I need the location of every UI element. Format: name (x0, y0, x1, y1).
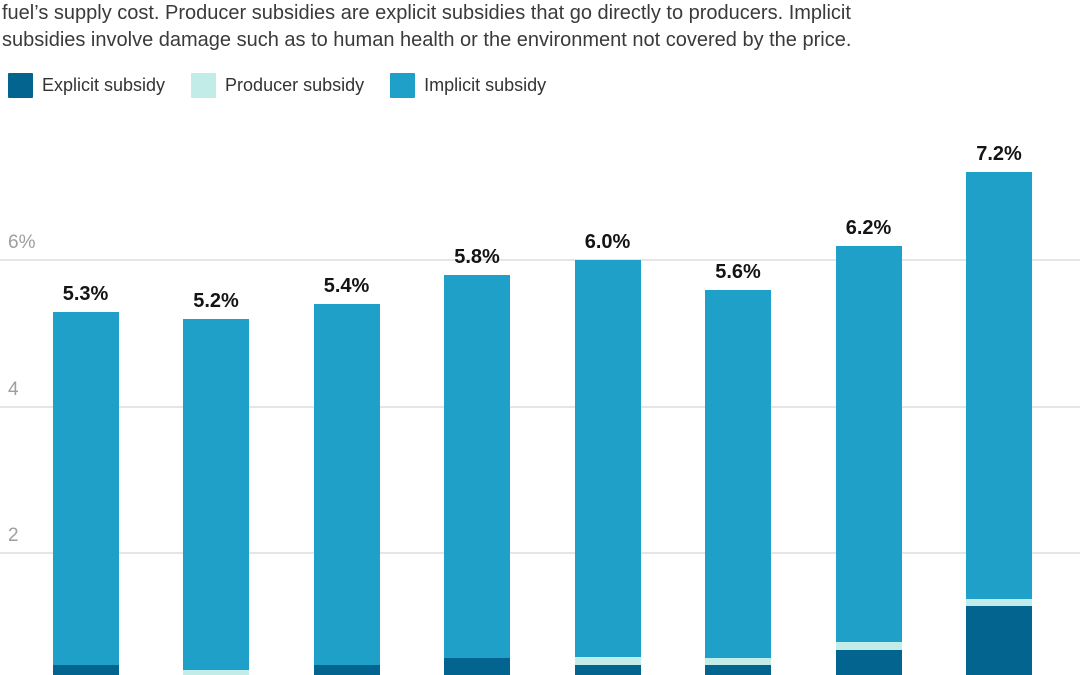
legend-item-explicit-subsidy: Explicit subsidy (8, 73, 165, 98)
bar-segment-explicit-subsidy (835, 649, 902, 675)
bar-segment-explicit-subsidy (52, 665, 119, 675)
bar-value-label: 6.2% (845, 216, 892, 239)
explicit-subsidy-swatch-icon (8, 73, 33, 98)
bar-segment-explicit-subsidy (574, 665, 641, 675)
bar-segment-implicit-subsidy (966, 172, 1032, 600)
y-axis-tick-label: 4 (8, 378, 19, 400)
description-line-1: fuel’s supply cost. Producer subsidies a… (2, 2, 851, 24)
bar-segment-explicit-subsidy (444, 657, 510, 675)
bar-value-label: 5.4% (323, 275, 370, 298)
y-axis-tick-label: 6% (8, 232, 36, 254)
bar-value-label: 5.8% (454, 245, 500, 268)
producer-subsidy-swatch-icon (191, 73, 217, 98)
legend-label: Explicit subsidy (42, 75, 166, 95)
legend: Explicit subsidy Producer subsidy Implicit… (8, 73, 572, 98)
bar-segment-implicit-subsidy (574, 260, 641, 658)
implicit-subsidy-swatch-icon (390, 73, 416, 98)
bar-segment-implicit-subsidy (183, 318, 249, 671)
bar-segment-implicit-subsidy (835, 245, 902, 643)
description-line-2: subsidies involve damage such as to huma… (2, 29, 852, 51)
gridline-6 (0, 259, 1080, 262)
y-axis-tick-label: 2 (8, 525, 19, 547)
chart-description: fuel’s supply cost. Producer subsidies a… (2, 0, 1080, 54)
gridline-2 (0, 552, 1080, 555)
legend-item-implicit-subsidy: Implicit subsidy (390, 73, 546, 98)
bar-segment-implicit-subsidy (313, 304, 380, 666)
legend-label: Implicit subsidy (424, 75, 547, 95)
bar-segment-explicit-subsidy (705, 665, 771, 675)
legend-label: Producer subsidy (225, 75, 365, 95)
legend-item-producer-subsidy: Producer subsidy (191, 73, 364, 98)
bar-segment-implicit-subsidy (705, 289, 771, 658)
bar-value-label: 5.3% (62, 282, 109, 305)
bar-value-label: 5.2% (193, 289, 239, 312)
bar-segment-producer-subsidy (574, 657, 641, 666)
bar-segment-explicit-subsidy (966, 605, 1032, 675)
bar-segment-implicit-subsidy (52, 311, 119, 666)
bar-segment-explicit-subsidy (313, 665, 380, 675)
bar-segment-implicit-subsidy (444, 274, 510, 658)
bar-segment-producer-subsidy (183, 670, 249, 675)
bar-segment-producer-subsidy (966, 599, 1032, 606)
bar-segment-producer-subsidy (835, 642, 902, 650)
gridline-4 (0, 405, 1080, 408)
bar-value-label: 5.6% (715, 260, 761, 283)
bar-value-label: 7.2% (976, 143, 1022, 166)
bar-segment-producer-subsidy (705, 657, 771, 666)
bar-value-label: 6.0% (584, 231, 631, 254)
